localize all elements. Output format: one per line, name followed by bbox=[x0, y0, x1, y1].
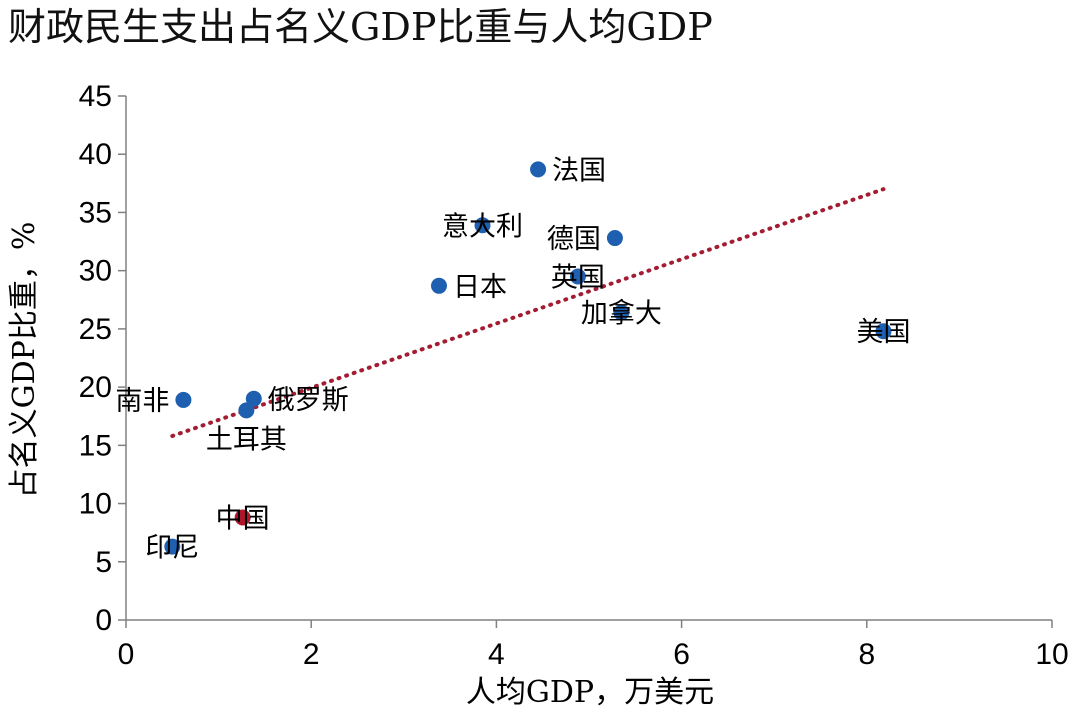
point-label: 日本 bbox=[453, 272, 507, 303]
data-point-highlight bbox=[234, 509, 251, 526]
point-label: 俄罗斯 bbox=[268, 385, 349, 416]
data-point bbox=[430, 277, 447, 294]
point-label: 德国 bbox=[547, 224, 601, 255]
trendline bbox=[170, 187, 886, 439]
data-point bbox=[245, 390, 262, 407]
point-label: 法国 bbox=[552, 155, 606, 186]
point-label: 加拿大 bbox=[581, 299, 662, 330]
point-label: 土耳其 bbox=[206, 424, 287, 455]
data-point bbox=[530, 161, 547, 178]
y-tick-label: 30 bbox=[79, 255, 112, 288]
y-tick-label: 45 bbox=[79, 80, 112, 113]
y-tick-label: 5 bbox=[95, 546, 112, 579]
y-tick-label: 35 bbox=[79, 196, 112, 229]
trendline-layer bbox=[170, 187, 886, 439]
point-label: 美国 bbox=[856, 317, 910, 348]
point-label: 中国 bbox=[216, 504, 270, 535]
x-tick-label: 2 bbox=[303, 638, 320, 671]
y-tick-label: 20 bbox=[79, 371, 112, 404]
point-label: 南非 bbox=[115, 386, 169, 417]
data-point bbox=[175, 391, 192, 408]
y-tick-label: 10 bbox=[79, 488, 112, 521]
y-tick-label: 25 bbox=[79, 313, 112, 346]
axes: 0 5 10 15 20 25 30 35 40 45 0 2 4 6 8 10 bbox=[79, 80, 1069, 671]
point-label: 印尼 bbox=[145, 533, 199, 564]
x-tick-label: 8 bbox=[858, 638, 875, 671]
y-tick-label: 40 bbox=[79, 138, 112, 171]
data-point bbox=[164, 538, 181, 555]
points-layer bbox=[164, 161, 892, 555]
x-tick-label: 4 bbox=[488, 638, 505, 671]
y-tick-label: 0 bbox=[95, 604, 112, 637]
data-point bbox=[613, 304, 630, 321]
data-point bbox=[474, 217, 491, 234]
data-point bbox=[238, 402, 255, 419]
x-tick-label: 6 bbox=[673, 638, 690, 671]
data-point bbox=[569, 268, 586, 285]
y-axis-label: 占名义GDP比重，% bbox=[7, 222, 42, 499]
y-tick-label: 15 bbox=[79, 429, 112, 462]
x-axis-label: 人均GDP，万美元 bbox=[466, 675, 714, 710]
point-label: 英国 bbox=[551, 262, 605, 293]
point-label: 意大利 bbox=[442, 211, 523, 242]
chart-title: 财政民生支出占名义GDP比重与人均GDP bbox=[8, 5, 713, 49]
x-tick-label: 10 bbox=[1035, 638, 1068, 671]
data-point bbox=[606, 230, 623, 247]
data-point bbox=[875, 323, 892, 340]
x-tick-label: 0 bbox=[118, 638, 135, 671]
